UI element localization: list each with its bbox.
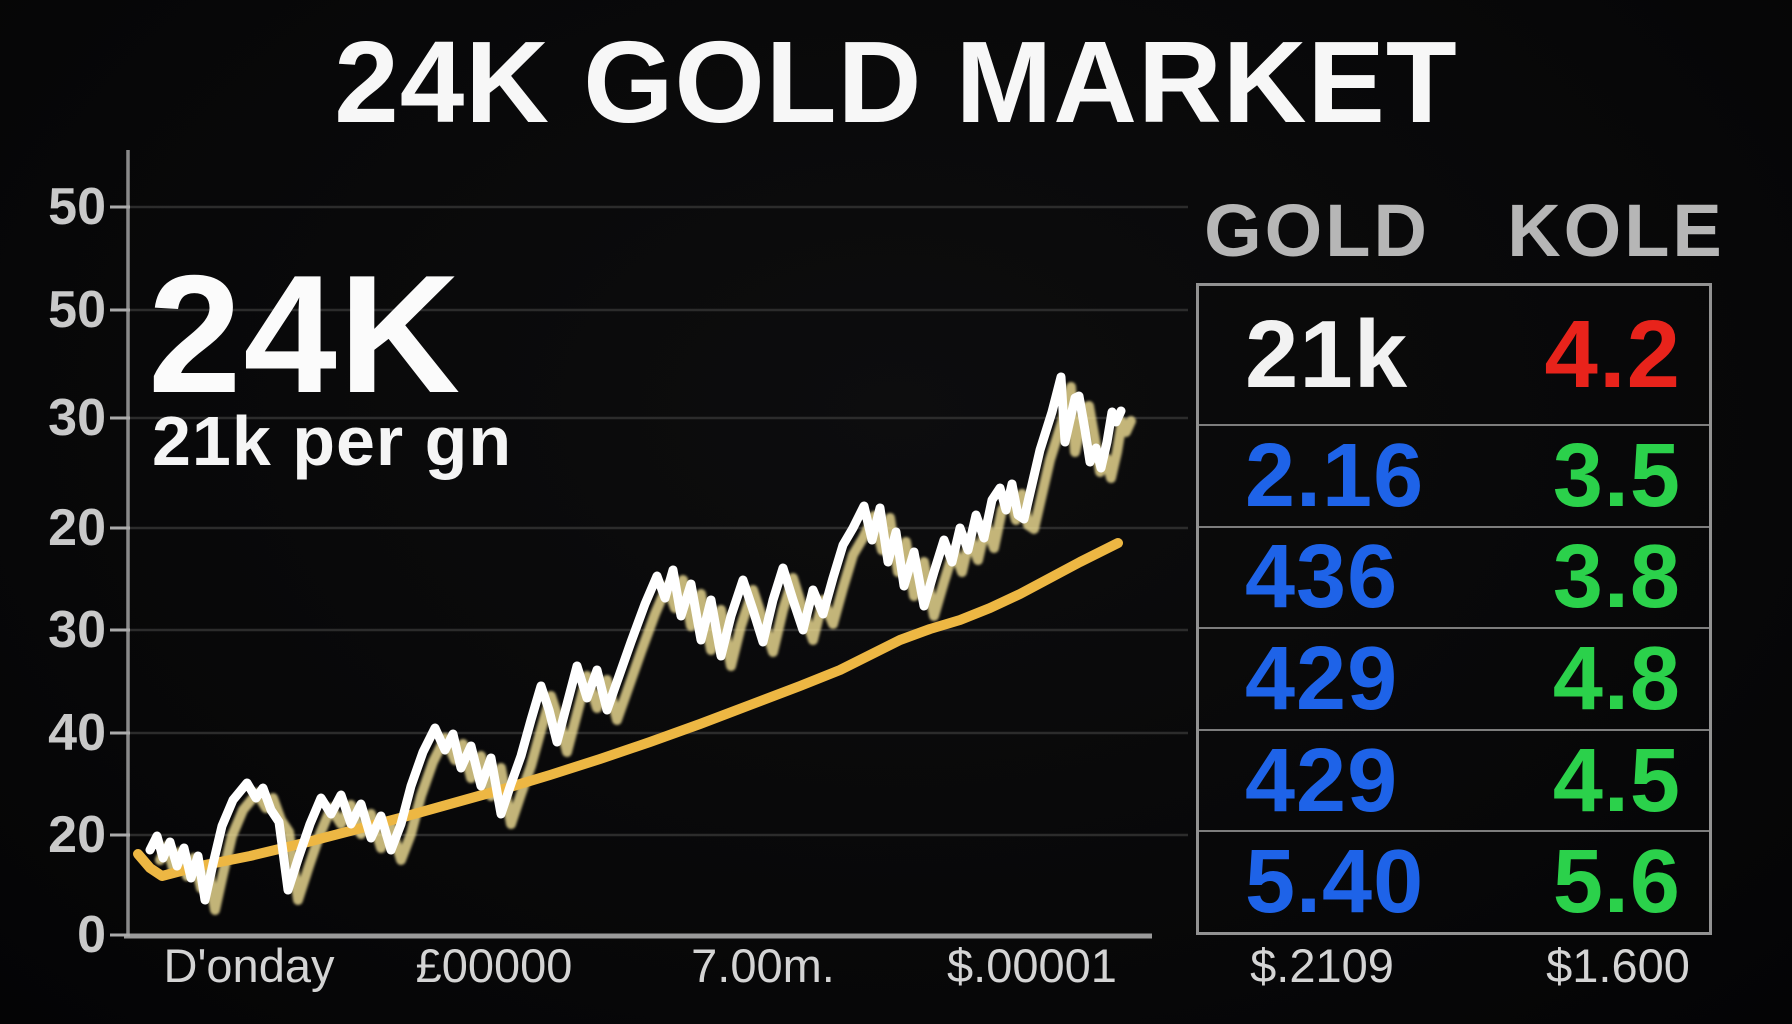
gold-value: 436 — [1245, 527, 1399, 628]
x-tick-label: 7.00m. — [691, 939, 835, 992]
table-row: 429 4.5 — [1199, 728, 1709, 831]
kole-value: 4.8 — [1552, 628, 1681, 729]
x-tick-label: $.2109 — [1250, 939, 1394, 992]
karat-headline: 24K — [148, 240, 463, 428]
gold-value: 429 — [1245, 628, 1399, 729]
table-header-kole: KOLE — [1507, 189, 1725, 272]
x-tick-label: D'onday — [163, 939, 335, 992]
table-header-gold: GOLD — [1204, 189, 1430, 272]
karat-subheadline: 21k per gn — [152, 402, 513, 480]
y-tick-label: 50 — [48, 178, 106, 236]
x-tick-label: £00000 — [415, 939, 573, 992]
axes — [110, 150, 1152, 939]
y-tick-label: 40 — [48, 704, 106, 762]
gold-trend-line — [133, 538, 1123, 881]
y-tick-label: 20 — [48, 806, 106, 864]
y-tick-label: 30 — [48, 601, 106, 659]
table-row: 429 4.8 — [1199, 627, 1709, 729]
white-price-line — [145, 372, 1126, 905]
y-tick-label: 50 — [48, 281, 106, 339]
y-tick-label: 20 — [48, 499, 106, 557]
price-table: 21k 4.2 2.16 3.5 436 3.8 429 4.8 429 4.5 5.40 5.6 — [1196, 283, 1712, 935]
gold-value: 21k — [1245, 301, 1409, 408]
chart-series — [133, 372, 1136, 915]
kole-value: 4.2 — [1544, 301, 1681, 408]
table-row: 21k 4.2 — [1199, 286, 1709, 424]
x-tick-label: $1.600 — [1546, 939, 1690, 992]
table-row: 436 3.8 — [1199, 525, 1709, 628]
kole-value: 3.5 — [1552, 425, 1681, 526]
y-tick-label: 0 — [77, 906, 106, 964]
gold-value: 2.16 — [1245, 425, 1425, 526]
kole-value: 5.6 — [1552, 832, 1681, 933]
kole-value: 3.8 — [1552, 527, 1681, 628]
page-title: 24K GOLD MARKET — [334, 17, 1458, 147]
x-tick-label: $.00001 — [947, 939, 1117, 992]
table-row: 5.40 5.6 — [1199, 830, 1709, 932]
kole-value: 4.5 — [1552, 730, 1681, 831]
gridlines — [128, 205, 1188, 837]
gold-value: 429 — [1245, 730, 1399, 831]
y-tick-label: 30 — [48, 389, 106, 447]
table-row: 2.16 3.5 — [1199, 424, 1709, 526]
gold-value: 5.40 — [1245, 832, 1425, 933]
